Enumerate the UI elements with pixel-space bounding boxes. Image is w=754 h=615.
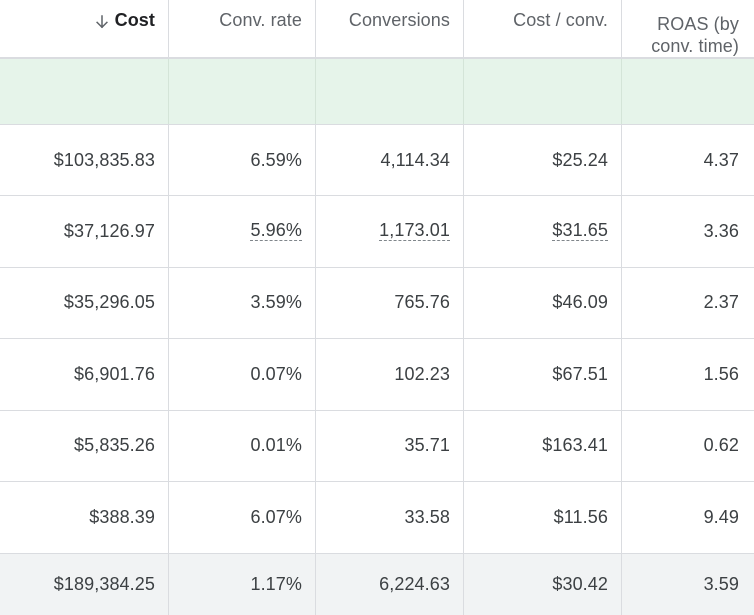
conv-rate-cell: 0.07%	[169, 339, 316, 410]
roas-cell: 3.36	[703, 220, 739, 241]
conv-rate-cell[interactable]: 5.96%	[169, 196, 316, 267]
total-conversions-cell: 6,224.63	[316, 553, 464, 615]
table-row: $37,126.97 5.96% 1,173.01 $31.65 3.36	[0, 196, 754, 268]
table-cell	[464, 59, 622, 124]
table-cell	[622, 59, 754, 124]
column-header-label-line2: conv. time)	[651, 36, 739, 56]
column-header-roas[interactable]: ROAS (by conv. time)	[622, 0, 754, 57]
conversions-cell[interactable]: 1,173.01	[316, 196, 464, 267]
column-header-label: Cost	[114, 10, 155, 30]
cost-per-conv-cell: $163.41	[464, 410, 622, 481]
column-header-cost[interactable]: Cost	[0, 0, 169, 57]
cost-per-conv-cell: $25.24	[464, 125, 622, 195]
roas-cell: 1.56	[703, 363, 739, 384]
column-header-cost-per-conv[interactable]: Cost / conv.	[464, 0, 622, 57]
roas-cell: 9.49	[703, 506, 739, 527]
cost-cell: $388.39	[0, 482, 169, 553]
table-cell	[316, 59, 464, 124]
total-roas-cell: 3.59	[703, 573, 739, 594]
cost-cell: $5,835.26	[0, 410, 169, 481]
cost-cell: $37,126.97	[0, 196, 169, 267]
column-header-label-line1: ROAS (by	[657, 14, 739, 34]
conversions-cell: 33.58	[316, 482, 464, 553]
cost-per-conv-cell: $11.56	[464, 482, 622, 553]
conv-rate-cell: 6.07%	[169, 482, 316, 553]
total-row: $189,384.25 1.17% 6,224.63 $30.42 3.59	[0, 553, 754, 615]
table-header: Cost Conv. rate Conversions Cost / conv.…	[0, 0, 754, 59]
conv-rate-cell: 6.59%	[169, 125, 316, 195]
column-header-label: Cost / conv.	[513, 10, 608, 30]
cost-per-conv-cell[interactable]: $31.65	[464, 196, 622, 267]
cost-cell: $103,835.83	[0, 125, 169, 195]
highlighted-row	[0, 59, 754, 125]
conversions-cell: 4,114.34	[316, 125, 464, 195]
column-header-conversions[interactable]: Conversions	[316, 0, 464, 57]
table-row: $35,296.05 3.59% 765.76 $46.09 2.37	[0, 267, 754, 339]
table-cell	[0, 59, 169, 124]
cost-cell: $35,296.05	[0, 267, 169, 338]
conversions-cell: 765.76	[316, 267, 464, 338]
conversions-value-link[interactable]: 1,173.01	[379, 220, 450, 242]
conversions-cell: 102.23	[316, 339, 464, 410]
cost-per-conv-cell: $67.51	[464, 339, 622, 410]
column-header-label: Conversions	[348, 10, 450, 30]
conversions-cell: 35.71	[316, 410, 464, 481]
roas-cell: 0.62	[703, 435, 739, 456]
arrow-down-icon	[95, 15, 108, 29]
total-conv-rate-cell: 1.17%	[169, 553, 316, 615]
total-cost-per-conv-cell: $30.42	[464, 553, 622, 615]
total-cost-cell: $189,384.25	[0, 553, 169, 615]
column-header-label: Conv. rate	[219, 10, 302, 30]
table-cell	[169, 59, 316, 124]
roas-cell: 2.37	[703, 292, 739, 313]
conv-rate-value-link[interactable]: 5.96%	[250, 220, 302, 242]
conv-rate-cell: 0.01%	[169, 410, 316, 481]
cost-cell: $6,901.76	[0, 339, 169, 410]
roas-cell: 4.37	[703, 149, 739, 170]
cost-per-conv-value-link[interactable]: $31.65	[552, 220, 608, 242]
table-row: $388.39 6.07% 33.58 $11.56 9.49	[0, 482, 754, 554]
conv-rate-cell: 3.59%	[169, 267, 316, 338]
table-row: $103,835.83 6.59% 4,114.34 $25.24 4.37	[0, 125, 754, 196]
cost-per-conv-cell: $46.09	[464, 267, 622, 338]
table-row: $6,901.76 0.07% 102.23 $67.51 1.56	[0, 339, 754, 411]
column-header-conv-rate[interactable]: Conv. rate	[169, 0, 316, 57]
table-row: $5,835.26 0.01% 35.71 $163.41 0.62	[0, 410, 754, 482]
